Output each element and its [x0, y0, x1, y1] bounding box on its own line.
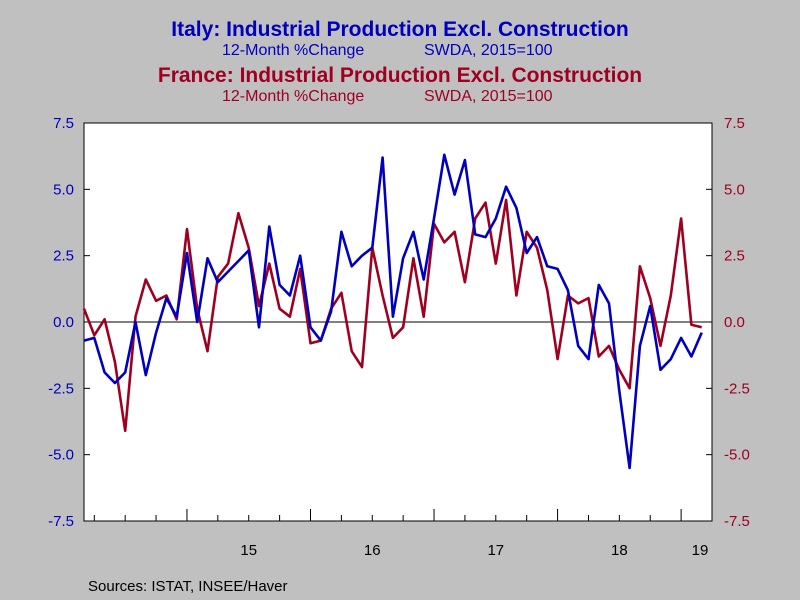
y-tick-label-left: -5.0 — [48, 447, 74, 464]
y-tick-label-left: -2.5 — [48, 380, 74, 397]
france-subtitle-left: 12-Month %Change — [222, 88, 365, 105]
series-line-italy — [83, 153, 703, 470]
x-tick-label: 16 — [364, 542, 381, 559]
y-tick-label-left: -7.5 — [48, 513, 74, 530]
x-tick-label: 15 — [240, 542, 257, 559]
y-tick-label-right: 7.5 — [724, 115, 745, 132]
y-tick-label-right: 0.0 — [724, 314, 745, 331]
france-subtitle-right: SWDA, 2015=100 — [424, 88, 553, 105]
y-tick-label-right: -2.5 — [724, 380, 750, 397]
y-tick-label-right: -7.5 — [724, 513, 750, 530]
y-tick-label-right: 2.5 — [724, 248, 745, 265]
y-tick-label-left: 7.5 — [53, 115, 74, 132]
y-tick-label-left: 0.0 — [53, 314, 74, 331]
y-tick-label-right: -5.0 — [724, 447, 750, 464]
axis-layer: -7.5 -7.5 -5.0 -5.0 -2.5 -2.5 0.0 0.0 2.5 2.5 5.0 5… — [48, 115, 750, 559]
x-tick-label: 19 — [692, 542, 709, 559]
series-line-france — [82, 198, 703, 433]
italy-subtitle-right: SWDA, 2015=100 — [424, 42, 553, 59]
france-title: France: Industrial Production Excl. Cons… — [157, 64, 643, 87]
source-note: Sources: ISTAT, INSEE/Haver — [88, 578, 288, 595]
x-tick-label: 18 — [611, 542, 628, 559]
y-tick-label-left: 5.0 — [53, 181, 74, 198]
italy-subtitle-left: 12-Month %Change — [222, 42, 365, 59]
y-tick-label-left: 2.5 — [53, 248, 74, 265]
series-layer — [82, 153, 703, 470]
y-tick-label-right: 5.0 — [724, 181, 745, 198]
italy-title: Italy: Industrial Production Excl. Const… — [171, 18, 629, 41]
x-tick-label: 17 — [487, 542, 504, 559]
